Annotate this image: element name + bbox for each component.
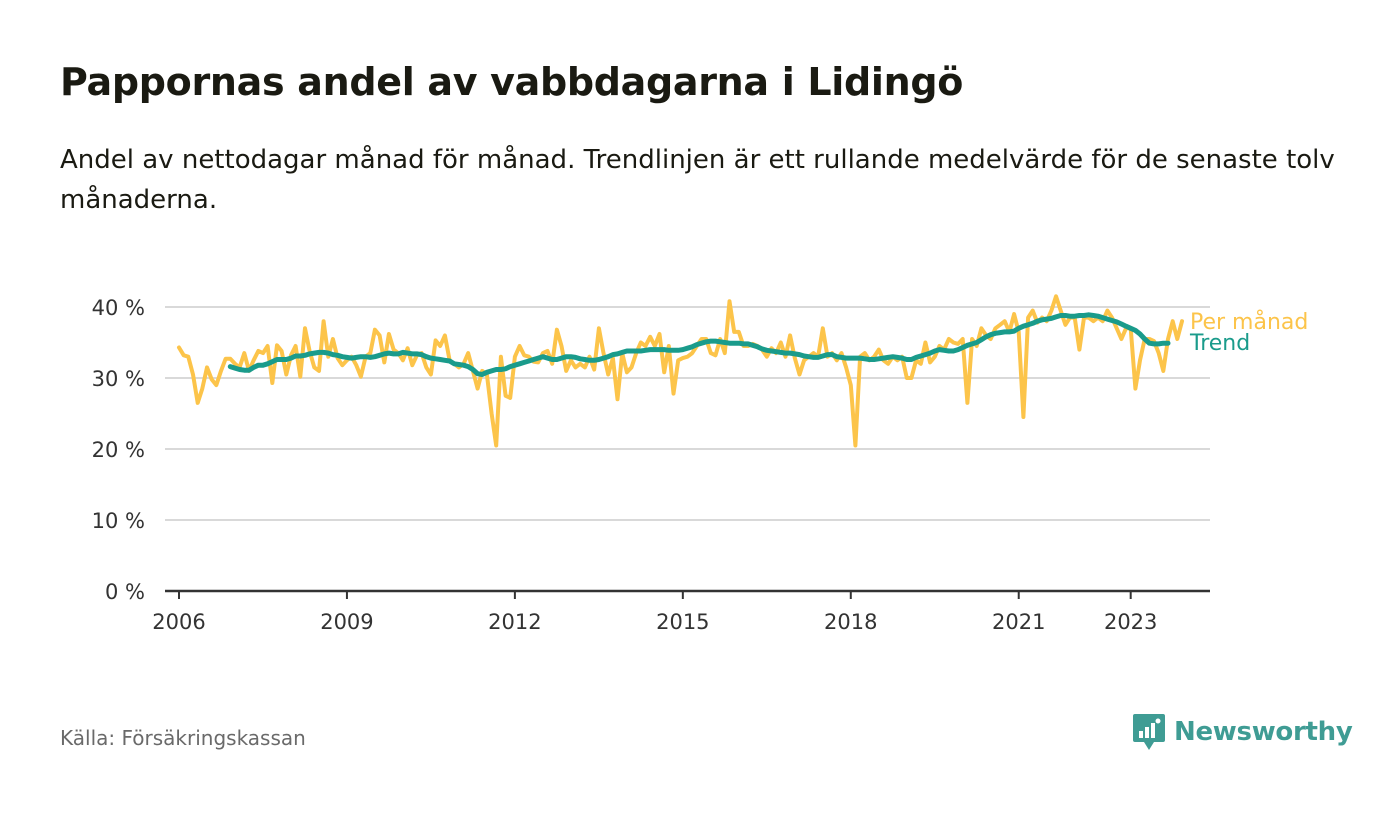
x-tick-label: 2018: [824, 610, 877, 634]
series-label-trend: Trend: [1189, 331, 1250, 356]
y-tick-label: 20 %: [92, 438, 145, 462]
x-tick-label: 2023: [1104, 610, 1157, 634]
y-tick-label: 40 %: [92, 296, 145, 320]
brand-name: Newsworthy: [1174, 717, 1353, 747]
series-line-per-manad: [177, 294, 1184, 448]
y-tick-label: 0 %: [105, 580, 145, 604]
x-tick-label: 2012: [488, 610, 541, 634]
x-tick-label: 2021: [992, 610, 1045, 634]
gridlines: [165, 306, 1210, 521]
y-tick-label: 30 %: [92, 367, 145, 391]
chart-title: Pappornas andel av vabbdagarna i Lidingö: [60, 60, 964, 104]
x-tick-label: 2015: [656, 610, 709, 634]
series-line-trend: [227, 312, 1171, 377]
source-note: Källa: Försäkringskassan: [60, 726, 306, 750]
y-tick-label: 10 %: [92, 509, 145, 533]
chart-subtitle: Andel av nettodagar månad för månad. Tre…: [60, 145, 1335, 215]
newsworthy-logo-icon: [1133, 714, 1165, 750]
x-axis: 0 % 10 % 20 % 30 % 40 % 2006 2009 2012 2015 2018 2…: [92, 296, 1210, 634]
x-tick-label: 2006: [152, 610, 205, 634]
series-group: [177, 294, 1184, 448]
series-label-per-manad: Per månad: [1190, 309, 1308, 335]
brand-logo[interactable]: Newsworthy: [1132, 712, 1353, 752]
x-tick-label: 2009: [320, 610, 373, 634]
